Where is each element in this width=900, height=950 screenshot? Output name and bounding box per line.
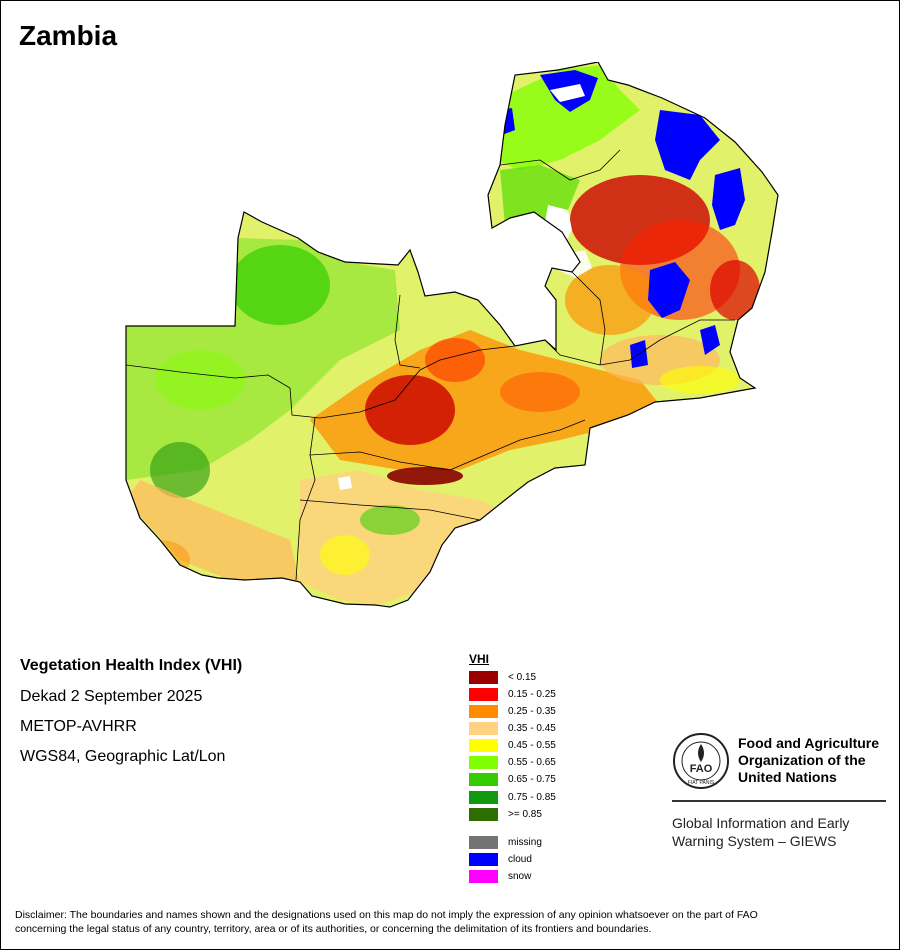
disclaimer: Disclaimer: The boundaries and names sho… <box>15 908 885 936</box>
legend-swatch <box>469 808 498 821</box>
legend-swatch <box>469 705 498 718</box>
province-boundaries <box>125 149 735 581</box>
projection-label: WGS84, Geographic Lat/Lon <box>20 748 226 765</box>
vhi-map <box>125 62 779 608</box>
fao-name: Food and Agriculture Organization of the… <box>738 735 879 786</box>
giews-line2: Warning System – GIEWS <box>672 833 837 849</box>
legend-swatch <box>469 671 498 684</box>
fao-logo-icon: FAO FIAT PANIS <box>673 733 729 789</box>
legend-swatch <box>469 836 498 849</box>
legend-label: 0.65 - 0.75 <box>508 774 556 785</box>
legend-label: cloud <box>508 854 532 865</box>
legend-snow: snow <box>469 870 531 883</box>
legend-label: < 0.15 <box>508 672 537 683</box>
legend-class-0: < 0.15 <box>469 671 536 684</box>
country-outline <box>125 62 779 608</box>
disclaimer-line1: Disclaimer: The boundaries and names sho… <box>15 909 758 921</box>
legend-swatch <box>469 853 498 866</box>
map-title: Zambia <box>19 20 118 51</box>
legend-label: 0.15 - 0.25 <box>508 689 556 700</box>
sensor-label: METOP-AVHRR <box>20 718 137 735</box>
legend-swatch <box>469 722 498 735</box>
legend-label: 0.45 - 0.55 <box>508 740 556 751</box>
legend-class-4: 0.45 - 0.55 <box>469 739 556 752</box>
period-label: Dekad 2 September 2025 <box>20 688 203 705</box>
fao-name-line3: United Nations <box>738 769 837 785</box>
legend-class-2: 0.25 - 0.35 <box>469 705 556 718</box>
legend-label: missing <box>508 837 542 848</box>
giews-label: Global Information and Early Warning Sys… <box>672 814 849 850</box>
fao-motto: FIAT PANIS <box>688 780 715 786</box>
legend-missing: missing <box>469 836 542 849</box>
disclaimer-line2: concerning the legal status of any count… <box>15 923 652 935</box>
legend-class-1: 0.15 - 0.25 <box>469 688 556 701</box>
legend-title: VHI <box>469 652 490 666</box>
legend-swatch <box>469 870 498 883</box>
legend-swatch <box>469 756 498 769</box>
fao-logo-text: FAO <box>690 763 713 775</box>
legend-label: 0.25 - 0.35 <box>508 706 556 717</box>
fao-name-line2: Organization of the <box>738 752 866 768</box>
giews-line1: Global Information and Early <box>672 815 850 831</box>
legend-swatch <box>469 739 498 752</box>
legend-class-8: >= 0.85 <box>469 808 542 821</box>
fao-divider <box>672 800 886 802</box>
legend-swatch <box>469 791 498 804</box>
fao-name-line1: Food and Agriculture <box>738 735 880 751</box>
legend-class-3: 0.35 - 0.45 <box>469 722 556 735</box>
legend-swatch <box>469 688 498 701</box>
product-name: Vegetation Health Index (VHI) <box>20 657 243 674</box>
legend-label: >= 0.85 <box>508 809 542 820</box>
legend-label: snow <box>508 871 532 882</box>
legend-class-5: 0.55 - 0.65 <box>469 756 556 769</box>
legend-label: 0.55 - 0.65 <box>508 757 556 768</box>
legend-class-7: 0.75 - 0.85 <box>469 791 556 804</box>
legend-label: 0.35 - 0.45 <box>508 723 556 734</box>
legend-swatch <box>469 773 498 786</box>
legend-cloud: cloud <box>469 853 532 866</box>
legend-label: 0.75 - 0.85 <box>508 792 556 803</box>
legend-class-6: 0.65 - 0.75 <box>469 773 556 786</box>
